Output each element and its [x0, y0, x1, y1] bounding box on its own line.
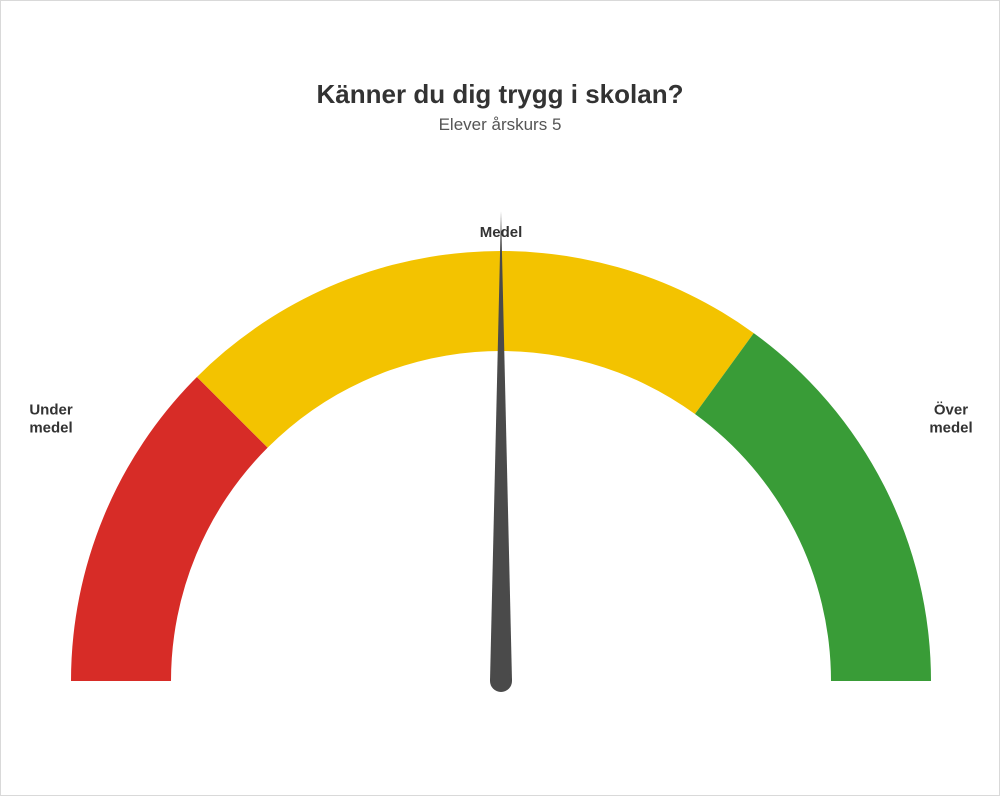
- gauge-segment-1: [197, 251, 754, 448]
- gauge-label-right-2: medel: [929, 419, 972, 436]
- gauge-label-left-2: medel: [29, 419, 72, 436]
- gauge-segment-0: [71, 377, 268, 681]
- gauge-label-left-1: Under: [29, 401, 73, 418]
- gauge-label-top: Medel: [480, 224, 523, 241]
- chart-frame: Känner du dig trygg i skolan? Elever års…: [0, 0, 1000, 796]
- gauge-label-right-1: Över: [934, 401, 968, 418]
- gauge-chart: MedelUndermedelÖvermedel: [1, 1, 999, 795]
- gauge-needle-hub: [490, 670, 512, 692]
- gauge-segment-2: [695, 333, 931, 681]
- gauge-svg: MedelUndermedelÖvermedel: [1, 1, 1000, 797]
